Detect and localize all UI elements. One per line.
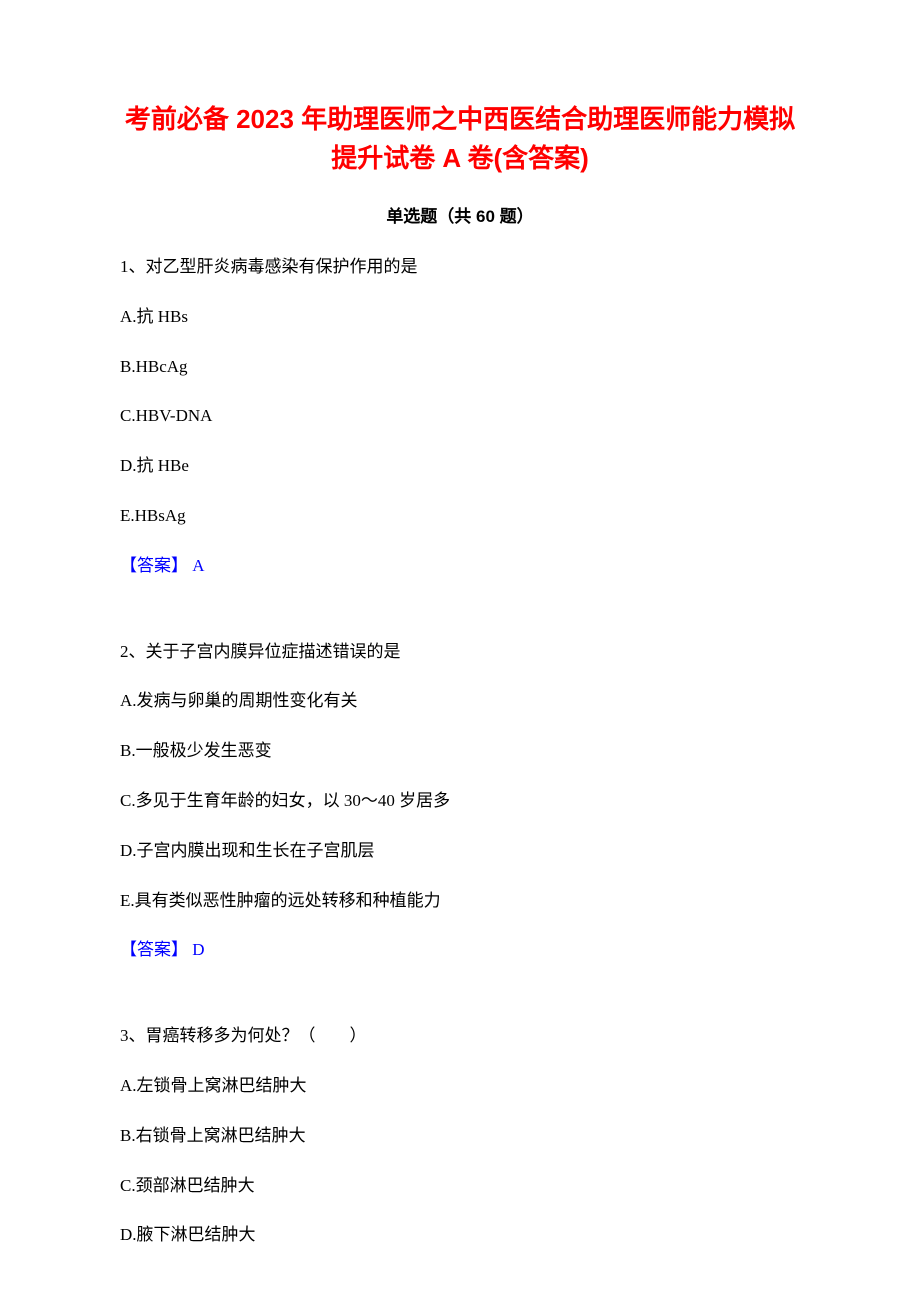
question-stem: 2、关于子宫内膜异位症描述错误的是 (120, 640, 800, 664)
option-a: A.抗 HBs (120, 305, 800, 329)
option-a: A.左锁骨上窝淋巴结肿大 (120, 1074, 800, 1098)
question-1: 1、对乙型肝炎病毒感染有保护作用的是 A.抗 HBs B.HBcAg C.HBV… (120, 255, 800, 578)
option-d: D.抗 HBe (120, 454, 800, 478)
question-2: 2、关于子宫内膜异位症描述错误的是 A.发病与卵巢的周期性变化有关 B.一般极少… (120, 640, 800, 963)
option-b: B.一般极少发生恶变 (120, 739, 800, 763)
option-c: C.多见于生育年龄的妇女，以 30～40 岁居多 (120, 789, 800, 813)
section-header: 单选题（共 60 题） (120, 202, 800, 227)
option-d: D.子宫内膜出现和生长在子宫肌层 (120, 839, 800, 863)
option-b: B.HBcAg (120, 355, 800, 379)
option-c: C.颈部淋巴结肿大 (120, 1174, 800, 1198)
option-e: E.具有类似恶性肿瘤的远处转移和种植能力 (120, 889, 800, 913)
question-stem: 3、胃癌转移多为何处？（ ） (120, 1024, 800, 1048)
option-a: A.发病与卵巢的周期性变化有关 (120, 689, 800, 713)
option-d: D.腋下淋巴结肿大 (120, 1223, 800, 1247)
option-b: B.右锁骨上窝淋巴结肿大 (120, 1124, 800, 1148)
answer-label: 【答案】 A (120, 554, 800, 578)
document-title: 考前必备 2023 年助理医师之中西医结合助理医师能力模拟提升试卷 A 卷(含答… (120, 100, 800, 178)
question-stem: 1、对乙型肝炎病毒感染有保护作用的是 (120, 255, 800, 279)
option-e: E.HBsAg (120, 504, 800, 528)
option-c: C.HBV-DNA (120, 404, 800, 428)
question-3: 3、胃癌转移多为何处？（ ） A.左锁骨上窝淋巴结肿大 B.右锁骨上窝淋巴结肿大… (120, 1024, 800, 1247)
answer-label: 【答案】 D (120, 938, 800, 962)
